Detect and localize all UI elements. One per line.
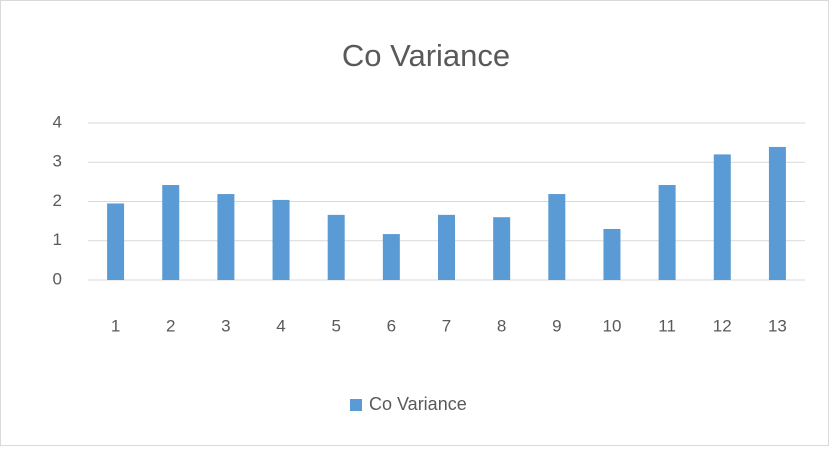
x-tick-label: 2 xyxy=(166,316,175,335)
x-tick-label: 13 xyxy=(768,316,787,335)
x-tick-label: 11 xyxy=(658,316,676,335)
bar xyxy=(382,234,400,280)
x-tick-label: 10 xyxy=(603,316,622,335)
x-tick-label: 9 xyxy=(552,316,561,335)
bar xyxy=(493,217,511,280)
bar xyxy=(603,228,621,280)
x-tick-label: 4 xyxy=(276,316,285,335)
x-tick-label: 1 xyxy=(111,316,120,335)
bar xyxy=(217,194,235,280)
chart-title: Co Variance xyxy=(342,38,510,73)
x-tick-label: 8 xyxy=(497,316,506,335)
y-tick-label: 4 xyxy=(53,112,62,131)
bar xyxy=(658,185,676,280)
x-tick-label: 5 xyxy=(331,316,340,335)
bar xyxy=(713,154,731,280)
bar xyxy=(162,185,180,280)
bar xyxy=(548,194,566,280)
x-tick-label: 7 xyxy=(442,316,451,335)
x-tick-label: 6 xyxy=(387,316,396,335)
x-tick-label: 12 xyxy=(713,316,732,335)
y-tick-label: 2 xyxy=(53,191,62,210)
bar xyxy=(768,146,786,280)
bar xyxy=(438,214,455,280)
bar xyxy=(272,199,290,280)
y-tick-label: 1 xyxy=(53,230,62,249)
legend-label: Co Variance xyxy=(369,394,467,414)
y-tick-label: 3 xyxy=(53,152,62,171)
x-tick-label: 3 xyxy=(221,316,230,335)
bar xyxy=(107,203,125,280)
y-tick-label: 0 xyxy=(53,269,62,288)
bar xyxy=(327,214,345,280)
legend-swatch xyxy=(350,399,362,411)
